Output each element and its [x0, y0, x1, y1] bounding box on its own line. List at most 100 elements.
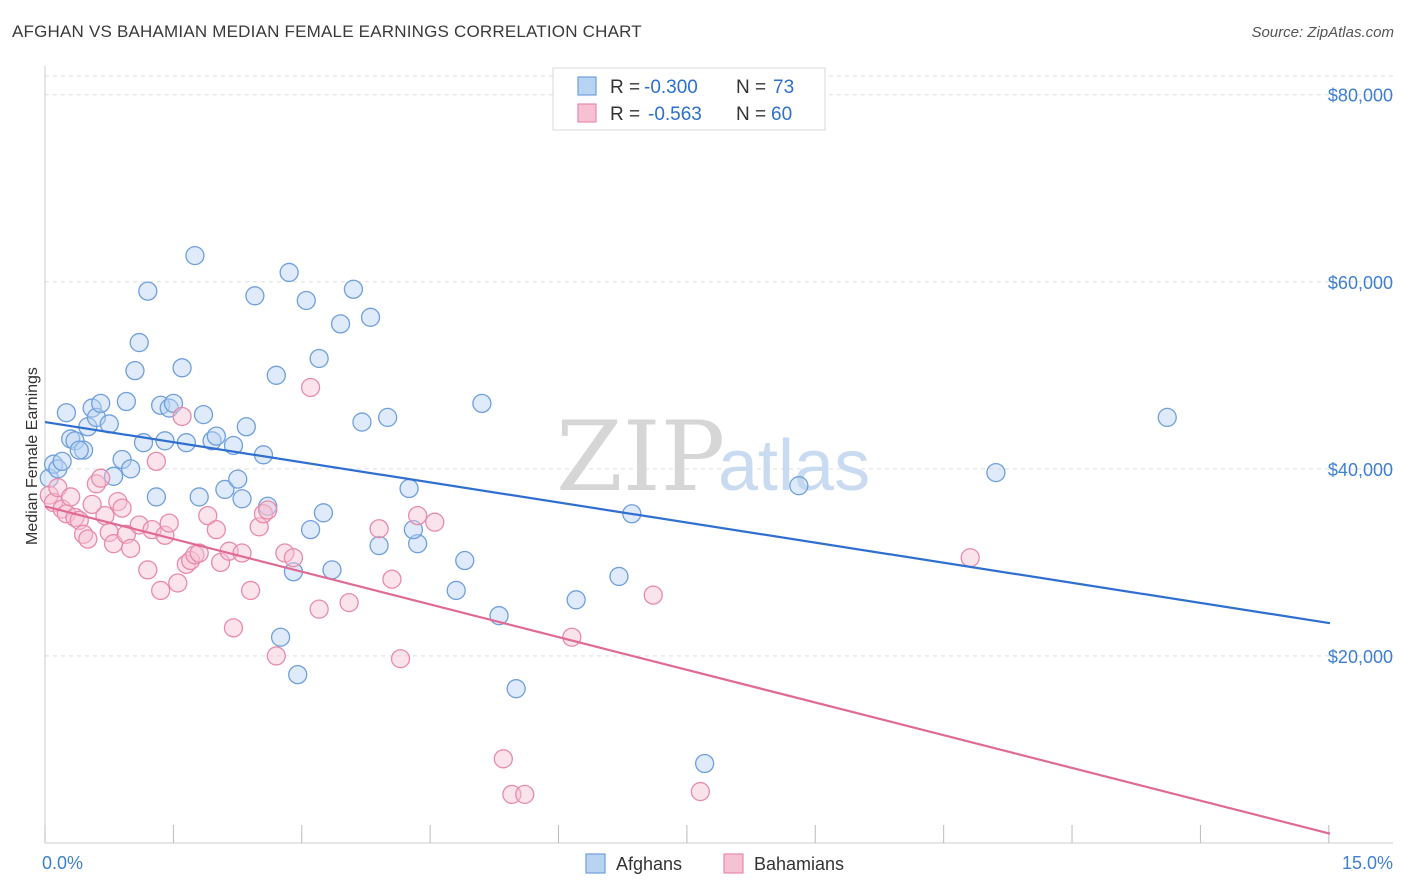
afghan-point: [352, 412, 372, 432]
bahamian-point: [382, 569, 402, 589]
bahamian-points: [39, 377, 980, 805]
afghan-point: [609, 566, 629, 587]
bottom-legend-afghans: Afghans: [616, 854, 682, 874]
legend-top: R = -0.300 N = 73 R = -0.563 N = 60: [552, 67, 826, 131]
source-credit: Source: ZipAtlas.com: [1251, 24, 1394, 41]
legend-n-label: N =: [736, 77, 766, 98]
afghan-point: [270, 627, 291, 647]
bahamian-point: [562, 627, 582, 647]
afghan-point: [236, 417, 256, 437]
bahamian-point: [78, 529, 98, 549]
afghan-point: [172, 358, 192, 378]
bahamian-point: [515, 784, 535, 805]
afghan-point: [322, 560, 342, 580]
y-tick-label: $40,000: [1328, 460, 1393, 480]
afghan-point: [343, 279, 364, 299]
bahamian-point: [283, 548, 304, 568]
bahamian-point: [146, 451, 167, 472]
bahamian-point: [258, 500, 278, 520]
afghan-points: [39, 245, 1177, 774]
legend-bottom: Afghans Bahamians: [585, 853, 844, 874]
bahamian-point: [425, 512, 445, 532]
legend-swatch-bahamians: [577, 103, 597, 123]
bahamian-point: [390, 649, 411, 669]
afghan-point: [146, 487, 167, 507]
afghan-point: [986, 462, 1006, 483]
afghan-point: [296, 290, 316, 311]
bahamian-point: [121, 538, 141, 559]
bahamian-point: [232, 543, 252, 563]
y-tick-labels: $20,000 $40,000 $60,000 $80,000: [1328, 86, 1393, 667]
legend-n-label: N =: [736, 104, 766, 125]
afghan-point: [232, 489, 252, 509]
bahamian-point: [339, 592, 359, 613]
afghan-point: [378, 407, 398, 428]
afghan-point: [279, 262, 299, 283]
afghan-trend-line: [44, 420, 1331, 625]
afghan-point: [215, 479, 235, 500]
legend-r-label: R =: [610, 104, 640, 125]
bahamian-point: [91, 468, 111, 488]
bahamian-point: [112, 498, 132, 518]
afghan-point: [313, 503, 334, 523]
afghan-point: [694, 753, 715, 774]
legend-n-value: 73: [773, 77, 794, 98]
bahamian-point: [172, 406, 192, 427]
afghan-point: [1157, 407, 1177, 428]
y-axis-title: Median Female Earnings: [24, 367, 41, 545]
legend-r-value: -0.300: [644, 77, 698, 98]
watermark-zip: ZIP: [556, 401, 725, 513]
bottom-legend-swatch-afghans: [585, 853, 606, 874]
afghan-point: [91, 393, 111, 414]
afghan-point: [193, 404, 214, 425]
y-tick-label: $20,000: [1328, 647, 1393, 667]
bahamian-point: [369, 519, 389, 539]
legend-n-value: 60: [771, 104, 792, 125]
afghan-point: [228, 469, 248, 489]
legend-r-value: -0.563: [648, 104, 702, 125]
afghan-point: [300, 520, 321, 540]
y-tick-label: $80,000: [1328, 86, 1393, 106]
x-tick-label-max: 15.0%: [1342, 853, 1393, 873]
afghan-point: [56, 403, 77, 423]
afghan-point: [472, 393, 492, 414]
afghan-point: [266, 365, 286, 385]
afghan-point: [121, 459, 141, 479]
bahamian-point: [223, 618, 244, 638]
afghan-point: [189, 487, 209, 507]
gridlines: [45, 75, 1393, 657]
bahamian-point: [690, 781, 710, 802]
bahamian-point: [206, 520, 226, 540]
afghan-point: [125, 360, 145, 381]
bahamian-point: [189, 543, 209, 563]
legend-r-label: R =: [610, 77, 640, 98]
bottom-legend-bahamians: Bahamians: [754, 854, 844, 874]
afghan-point: [455, 550, 475, 571]
bahamian-point: [168, 573, 188, 593]
bahamian-point: [159, 513, 179, 533]
afghan-point: [506, 679, 526, 699]
afghan-point: [73, 440, 94, 460]
trend-lines: [44, 420, 1331, 835]
afghan-point: [309, 348, 329, 369]
legend-box: [552, 67, 826, 131]
afghan-point: [245, 286, 265, 306]
afghan-point: [446, 580, 466, 601]
bahamian-point: [61, 487, 81, 507]
afghan-point: [138, 281, 158, 301]
afghan-point: [360, 307, 381, 327]
bahamian-point: [407, 505, 428, 526]
x-tick-label-min: 0.0%: [42, 853, 83, 873]
afghan-point: [129, 332, 149, 353]
afghan-point: [330, 314, 351, 334]
bahamian-trend-line: [44, 505, 1331, 835]
bahamian-point: [48, 477, 68, 498]
bahamian-point: [198, 505, 218, 526]
bahamian-point: [300, 377, 321, 398]
afghan-point: [369, 535, 389, 556]
bahamian-point: [150, 580, 171, 601]
bottom-legend-swatch-bahamians: [723, 853, 744, 874]
afghan-point: [185, 245, 205, 266]
afghan-point: [288, 664, 308, 685]
